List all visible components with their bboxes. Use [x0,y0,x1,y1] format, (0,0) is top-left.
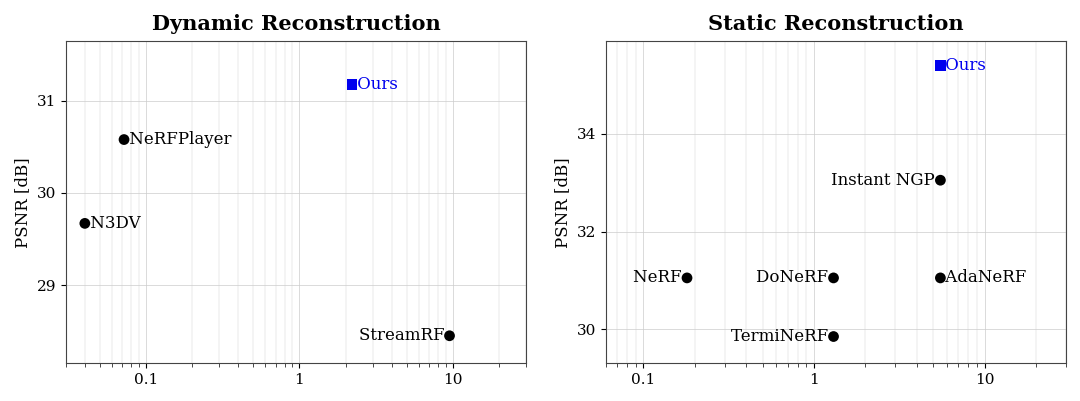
Point [932,62,949,69]
Y-axis label: PSNR [dB]: PSNR [dB] [554,157,571,247]
Title: Static Reconstruction: Static Reconstruction [708,14,963,34]
Point [441,332,458,339]
Text: TermiNeRF: TermiNeRF [731,328,834,345]
Text: N3DV: N3DV [85,215,140,232]
Text: AdaNeRF: AdaNeRF [941,269,1027,286]
Text: StreamRF: StreamRF [359,327,449,344]
Text: Ours: Ours [352,76,397,93]
Point [825,333,842,340]
Point [932,177,949,183]
Title: Dynamic Reconstruction: Dynamic Reconstruction [151,14,441,34]
Text: NeRF: NeRF [633,269,687,286]
Text: Instant NGP: Instant NGP [832,172,941,189]
Point [825,275,842,281]
Y-axis label: PSNR [dB]: PSNR [dB] [14,157,31,247]
Point [932,275,949,281]
Point [343,81,361,87]
Text: NeRFPlayer: NeRFPlayer [124,131,231,148]
Point [116,136,133,143]
Point [77,220,94,227]
Text: DoNeRF: DoNeRF [756,269,834,286]
Text: Ours: Ours [941,57,986,74]
Point [678,275,696,281]
